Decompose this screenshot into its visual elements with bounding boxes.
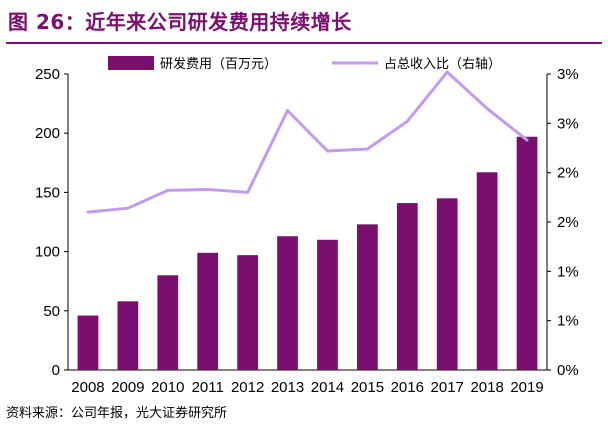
bar-2014 xyxy=(317,239,338,370)
bar-2016 xyxy=(396,203,418,370)
x-tick-label: 2019 xyxy=(510,379,543,396)
bar-series xyxy=(77,136,538,370)
x-tick-labels: 2008 2009 2010 2011 2012 2013 2014 2015 2016 2017… xyxy=(71,379,543,396)
left-tick-label: 150 xyxy=(35,184,60,201)
ratio-point-2015 xyxy=(365,147,369,151)
bar-2019 xyxy=(516,136,538,370)
ratio-point-2016 xyxy=(405,119,409,123)
bar-2008 xyxy=(77,315,99,370)
right-tick-label: 3% xyxy=(557,66,579,83)
left-tick-label: 100 xyxy=(35,244,60,261)
ratio-point-2009 xyxy=(126,206,130,210)
figure-title: 图 26：近年来公司研发费用持续增长 xyxy=(8,10,352,34)
ratio-point-2017 xyxy=(445,70,449,74)
bar-2017 xyxy=(436,198,458,370)
bar-2018 xyxy=(476,172,498,370)
title-divider xyxy=(6,42,602,44)
x-tick-label: 2008 xyxy=(71,379,104,396)
left-tick-label: 200 xyxy=(35,125,60,142)
ratio-point-2019 xyxy=(525,138,529,142)
left-y-tick-labels: 0 50 100 150 200 250 xyxy=(35,66,68,379)
right-tick-label: 3% xyxy=(557,115,579,132)
right-tick-label: 2% xyxy=(557,165,579,182)
ratio-point-2018 xyxy=(485,107,489,111)
right-tick-label: 1% xyxy=(557,313,579,330)
chart-axes xyxy=(67,74,548,371)
ratio-point-2011 xyxy=(206,187,210,191)
chart: 2008 2009 2010 2011 2012 2013 2014 2015 2016 2017… xyxy=(35,56,579,396)
bar-2010 xyxy=(157,275,179,370)
bar-2015 xyxy=(356,224,378,370)
right-tick-label: 1% xyxy=(557,263,579,280)
source-note: 资料来源：公司年报，光大证券研究所 xyxy=(6,406,228,421)
right-y-tick-labels: 0% 1% 1% 2% 2% 3% 3% xyxy=(547,66,579,379)
legend-bar-swatch xyxy=(108,56,154,70)
ratio-line xyxy=(87,70,528,214)
left-tick-label: 0 xyxy=(52,362,60,379)
x-tick-label: 2018 xyxy=(470,379,503,396)
ratio-point-2012 xyxy=(246,190,250,194)
bar-2013 xyxy=(277,236,298,370)
line-series xyxy=(86,70,529,214)
bar-2009 xyxy=(117,301,139,370)
x-tick-label: 2013 xyxy=(271,379,304,396)
x-tick-label: 2012 xyxy=(231,379,264,396)
left-tick-label: 50 xyxy=(43,303,60,320)
x-tick-label: 2017 xyxy=(431,379,464,396)
legend: 研发费用（百万元） 占总收入比（右轴） xyxy=(108,56,501,72)
x-tick-label: 2014 xyxy=(311,379,344,396)
x-tick-label: 2016 xyxy=(391,379,424,396)
ratio-point-2010 xyxy=(166,188,170,192)
left-tick-label: 250 xyxy=(35,66,60,83)
legend-line-label: 占总收入比（右轴） xyxy=(384,57,501,72)
ratio-point-2014 xyxy=(325,149,329,153)
x-tick-label: 2015 xyxy=(351,379,384,396)
x-tick-label: 2011 xyxy=(192,379,224,396)
x-tick-label: 2010 xyxy=(151,379,184,396)
right-tick-label: 2% xyxy=(557,214,579,231)
bar-2011 xyxy=(197,252,219,370)
ratio-point-2008 xyxy=(86,210,90,214)
legend-bar-label: 研发费用（百万元） xyxy=(160,56,277,72)
x-tick-label: 2009 xyxy=(111,379,144,396)
right-tick-label: 0% xyxy=(557,362,579,379)
ratio-point-2013 xyxy=(286,109,290,113)
bar-2012 xyxy=(237,255,259,370)
